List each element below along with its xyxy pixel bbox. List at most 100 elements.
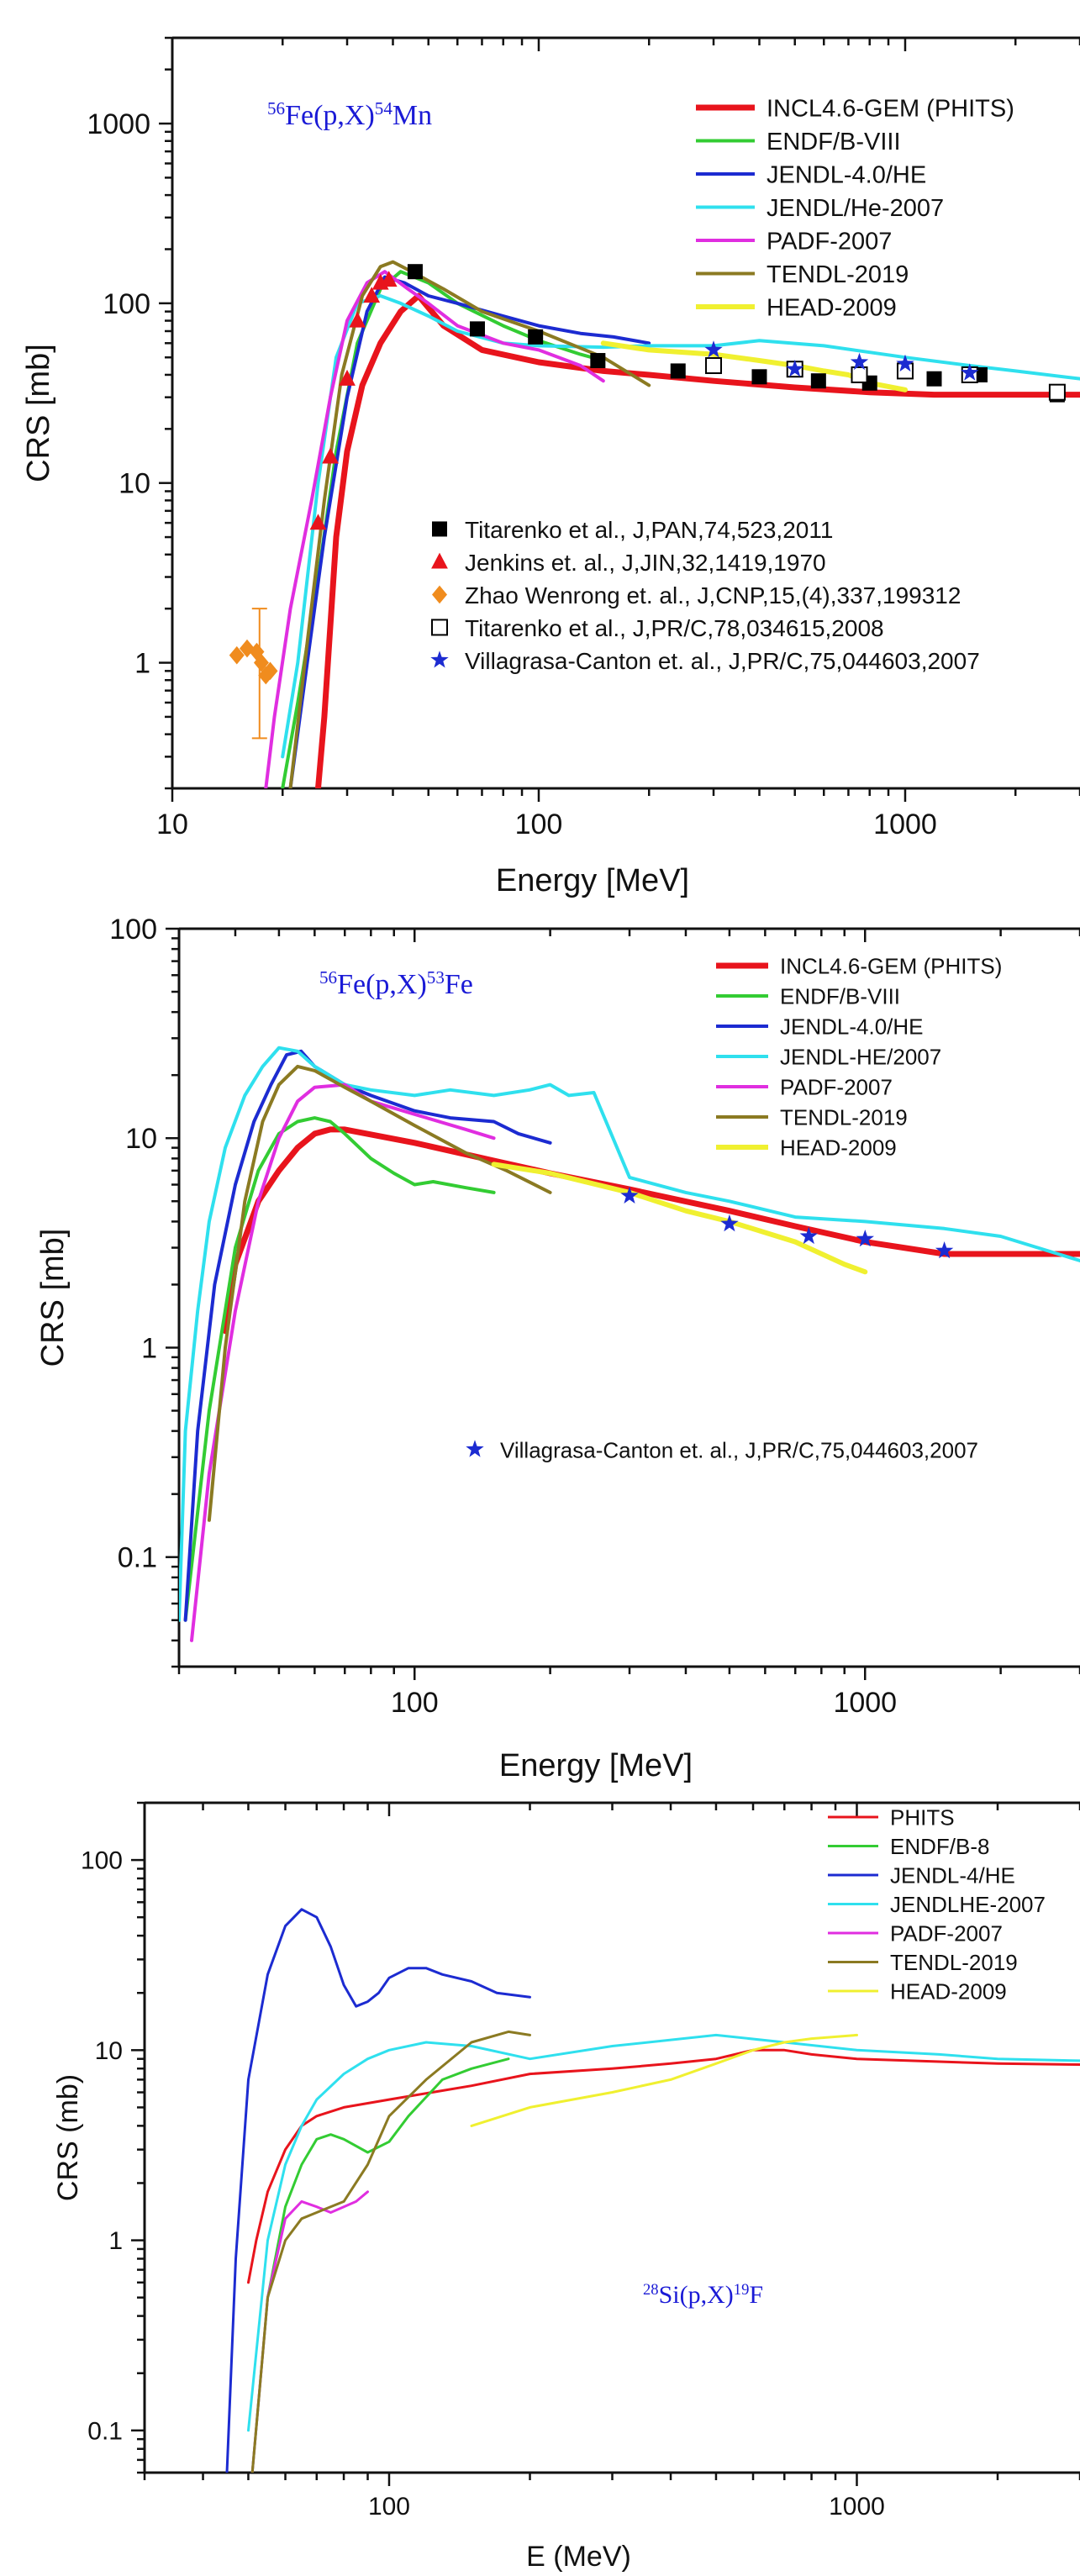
legend-label: HEAD-2009 — [890, 1978, 1007, 2004]
y-tick-label: 100 — [81, 1847, 123, 1875]
legend-label: INCL4.6-GEM (PHITS) — [767, 95, 1014, 122]
chart-si19f: 100 1000 0.1 1 10 100 E (MeV) CRS (mb) 28Si(p,X)… — [52, 1801, 1080, 2573]
data-point-triangle — [363, 287, 381, 303]
legend-label: JENDL-4.0/HE — [780, 1014, 924, 1039]
data-point-square-filled — [926, 371, 942, 387]
legend-marker-diamond — [432, 585, 447, 604]
x-tick-label: 1000 — [873, 809, 937, 840]
x-tick-label: 100 — [391, 1687, 439, 1719]
chart-fe54mn: 10 100 1000 1 10 100 1000 Energy [MeV] CRS [mb] 5… — [21, 36, 1080, 898]
x-axis-title: Energy [MeV] — [499, 1748, 693, 1783]
data-point-square-open — [1048, 383, 1066, 401]
legend-label: JENDLHE-2007 — [890, 1892, 1046, 1917]
legend-label: ENDF/B-VIII — [780, 983, 900, 1009]
data-point-triangle — [349, 311, 366, 328]
data-point-star — [620, 1186, 639, 1204]
legend-label: Jenkins et. al., J,JIN,32,1419,1970 — [465, 550, 826, 576]
y-tick-label: 10 — [119, 468, 150, 500]
data-point-square-filled — [528, 329, 544, 345]
y-tick-label: 10 — [125, 1123, 157, 1155]
reaction-post: 19 — [734, 2281, 750, 2299]
legend-label: HEAD-2009 — [780, 1135, 897, 1160]
reaction-b: Mn — [392, 100, 432, 131]
data-point-square-filled — [590, 353, 606, 369]
legend-label: TENDL-2019 — [767, 261, 909, 288]
y-tick-label: 1 — [141, 1332, 157, 1364]
data-point-triangle — [322, 447, 339, 464]
y-axis-title: CRS (mb) — [52, 2074, 84, 2201]
x-axis-title: E (MeV) — [526, 2541, 631, 2573]
data-point-square-open — [851, 366, 868, 383]
legend-label: JENDL-HE/2007 — [780, 1044, 941, 1069]
legend-marker-square-open — [431, 619, 448, 636]
reaction-a: Fe(p,X) — [285, 100, 375, 131]
legend-label: Zhao Wenrong et. al., J,CNP,15,(4),337,1… — [465, 582, 961, 608]
y-tick-label: 1 — [134, 647, 150, 679]
plot-area — [225, 1908, 1080, 2473]
reaction-label: 28Si(p,X)19F — [643, 2281, 763, 2310]
x-tick-label: 1000 — [833, 1687, 897, 1719]
reaction-a: Si(p,X) — [659, 2281, 734, 2309]
y-tick-label: 100 — [109, 914, 157, 946]
series-line-incl4-6-gem-phits — [222, 1126, 1080, 1335]
y-tick-label: 10 — [95, 2037, 123, 2065]
series-line-jendl-4-he — [225, 1908, 531, 2473]
data-point-diamond — [262, 661, 278, 681]
chart-panel-fe-mn: 10 100 1000 1 10 100 1000 Energy [MeV] CRS [mb] 5… — [0, 0, 1080, 912]
series-line-jendl-4-0-he — [288, 275, 651, 788]
x-tick-label: 10 — [156, 809, 188, 840]
legend-label: ENDF/B-8 — [890, 1834, 989, 1859]
reaction-pre: 28 — [643, 2281, 659, 2299]
chart-panel-fe-fe: 100 1000 0.1 1 10 100 Energy [MeV] CRS [mb] 56Fe… — [0, 912, 1080, 1790]
legend-label: JENDL-4.0/HE — [767, 161, 926, 188]
data-point-star — [961, 363, 979, 381]
legend-marker-star — [430, 651, 449, 668]
data-point-square-filled — [810, 373, 826, 389]
y-tick-label: 100 — [103, 288, 150, 320]
data-point-star — [704, 340, 723, 358]
data-point-diamond — [229, 645, 245, 665]
legend-label: Titarenko et al., J,PAN,74,523,2011 — [465, 517, 833, 543]
legend-label: PADF-2007 — [780, 1074, 893, 1099]
series-line-endf-b-8 — [250, 2057, 510, 2473]
x-tick-label: 1000 — [829, 2493, 885, 2521]
reaction-label: 56Fe(p,X)54Mn — [267, 98, 432, 131]
legend-label: INCL4.6-GEM (PHITS) — [780, 953, 1002, 978]
legend-label: PHITS — [890, 1804, 955, 1830]
legend-label: TENDL-2019 — [890, 1950, 1018, 1975]
series-line-jendlhe-2007 — [247, 2033, 1080, 2432]
legend-label: Villagrasa-Canton et. al., J,PR/C,75,044… — [465, 648, 980, 674]
data-point-star — [896, 354, 914, 372]
legend-label: HEAD-2009 — [767, 294, 897, 321]
data-point-star — [720, 1214, 739, 1232]
x-tick-label: 100 — [515, 809, 563, 840]
series-line-head-2009 — [470, 2033, 858, 2127]
data-point-square-filled — [670, 363, 686, 379]
data-point-star — [856, 1230, 874, 1247]
y-axis-title: CRS [mb] — [35, 1229, 71, 1367]
x-tick-label: 100 — [368, 2493, 410, 2521]
legend-label: Villagrasa-Canton et. al., J,PR/C,75,044… — [500, 1437, 978, 1462]
data-point-star — [935, 1241, 954, 1259]
reaction-b: F — [749, 2281, 763, 2309]
data-point-square-open — [705, 357, 723, 375]
legend-label: TENDL-2019 — [780, 1104, 908, 1130]
y-tick-label: 0.1 — [87, 2417, 123, 2445]
data-point-square-filled — [407, 264, 423, 280]
plot-axes — [171, 38, 1080, 790]
series-line-head-2009 — [491, 1162, 868, 1275]
legend-marker-triangle — [431, 552, 448, 569]
plot-axes — [177, 929, 1080, 1668]
series-line-padf-2007 — [190, 1083, 496, 1642]
reaction-post: 53 — [427, 967, 445, 988]
reaction-post: 54 — [375, 98, 393, 119]
plot-area — [264, 260, 1080, 788]
x-axis-title: Energy [MeV] — [496, 863, 689, 898]
legend-marker-star — [466, 1440, 484, 1457]
data-point-diamond — [249, 642, 265, 661]
data-point-triangle — [380, 271, 398, 287]
legend-label: PADF-2007 — [767, 228, 892, 255]
reaction-a: Fe(p,X) — [337, 969, 427, 1000]
y-tick-label: 1 — [108, 2227, 123, 2255]
legend-label: PADF-2007 — [890, 1920, 1003, 1946]
